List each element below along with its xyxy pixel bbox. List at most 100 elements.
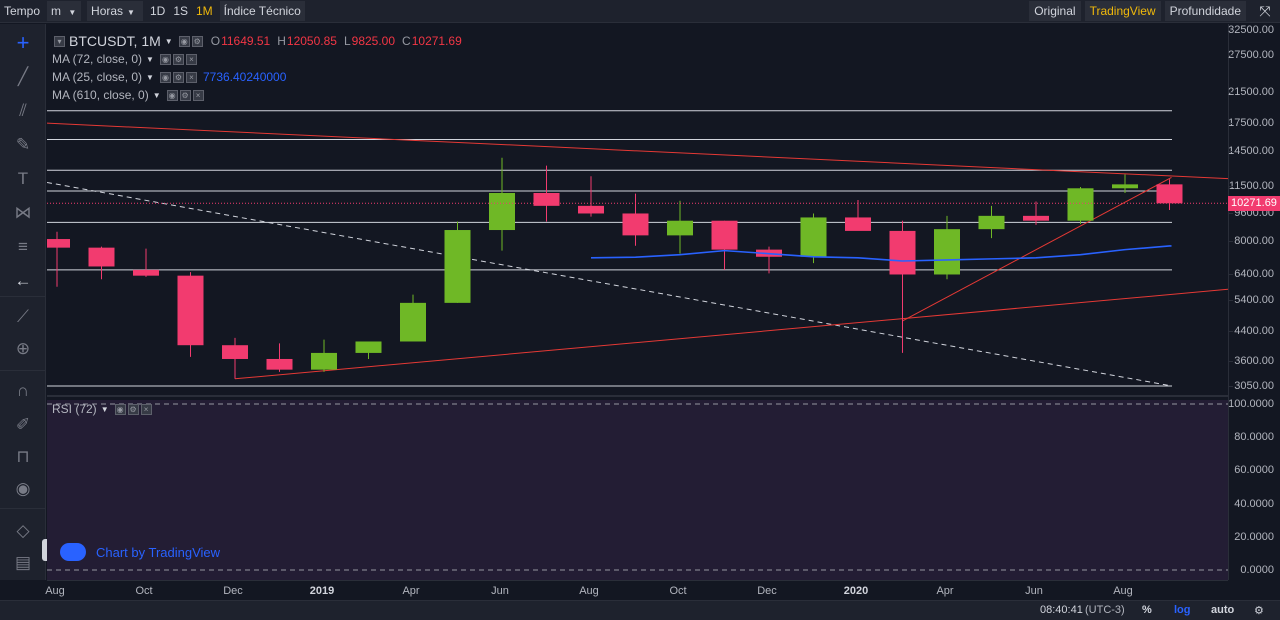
time-tick-label: Aug	[579, 585, 599, 597]
log-toggle[interactable]: log	[1174, 604, 1191, 616]
rsi-tick-label: 40.0000	[1234, 497, 1274, 510]
candle-body	[578, 205, 604, 214]
trend-line-icon[interactable]: ╱	[17, 67, 29, 86]
toolbar-collapse-handle[interactable]	[42, 539, 50, 561]
rising-trend-line	[902, 176, 1172, 322]
ma25-visibility-icon[interactable]: ◉	[159, 71, 171, 83]
ma25-settings-icon[interactable]: ⚙	[172, 71, 184, 83]
candle-body	[444, 230, 471, 303]
price-tick-mark	[1229, 386, 1233, 387]
price-tick-label: 11500.00	[1228, 180, 1274, 193]
candle-body	[889, 230, 916, 275]
lock-drawing-icon[interactable]: ✐	[15, 415, 31, 434]
interval-1m[interactable]: 1M	[196, 4, 213, 18]
collapse-icon[interactable]: ▾	[54, 35, 65, 47]
crosshair-icon[interactable]: +	[16, 30, 30, 55]
price-tick-mark	[1229, 274, 1233, 276]
candle-body	[533, 192, 560, 206]
chart-pane[interactable]	[47, 24, 1228, 580]
ma72-legend: MA (72, close, 0) ▼ ◉ ⚙ ×	[52, 52, 197, 66]
lock-icon[interactable]: ⊓	[16, 447, 30, 466]
ma25-label[interactable]: MA (25, close, 0)	[52, 70, 143, 84]
rsi-settings-icon[interactable]: ⚙	[127, 403, 139, 415]
ma72-label[interactable]: MA (72, close, 0)	[52, 52, 143, 66]
price-scale[interactable]: 32500.00 27500.00 21500.00 17500.00 14500.00…	[1228, 24, 1280, 580]
pattern-icon[interactable]: ⋈	[14, 203, 32, 222]
candle-body	[222, 345, 248, 359]
price-tick-label: 17500.00	[1228, 117, 1274, 130]
interval-1d[interactable]: 1D	[149, 4, 166, 18]
bottom-bar: 08:40:41 (UTC-3) % log auto ⚙	[0, 600, 1280, 620]
resistance-trend-line	[47, 122, 1228, 180]
ma610-visibility-icon[interactable]: ◉	[166, 89, 178, 101]
ma610-legend: MA (610, close, 0) ▼ ◉ ⚙ ×	[52, 88, 204, 102]
candle-body	[978, 215, 1005, 230]
symbol-legend: ▾ BTCUSDT, 1M ▼ ◉ ⚙ O 11649.51 H 12050.85 …	[52, 33, 469, 49]
brush-icon[interactable]: ✎	[15, 135, 31, 154]
price-tick-label: 3600.00	[1234, 355, 1274, 368]
view-depth-tab[interactable]: Profundidade	[1164, 1, 1246, 21]
ruler-icon[interactable]: ⟋	[17, 307, 29, 326]
ma610-label[interactable]: MA (610, close, 0)	[52, 88, 149, 102]
eye-icon[interactable]: ◉	[15, 479, 31, 498]
percent-toggle[interactable]: %	[1142, 604, 1152, 616]
rsi-visibility-icon[interactable]: ◉	[114, 403, 126, 415]
view-original-tab[interactable]: Original	[1029, 1, 1081, 21]
price-tick-mark	[1229, 240, 1233, 242]
fib-icon[interactable]: ≡	[18, 237, 28, 256]
candle-body	[47, 239, 70, 248]
rsi-label[interactable]: RSI (72)	[52, 402, 97, 416]
hours-select[interactable]: Horas ▼	[87, 1, 143, 21]
tradingview-watermark[interactable]: Chart by TradingView	[60, 543, 220, 561]
candle-body	[1156, 184, 1183, 204]
time-tick-label: Aug	[1113, 585, 1133, 597]
back-arrow-icon[interactable]: ←	[14, 271, 32, 290]
price-tick-label: 3050.00	[1234, 380, 1274, 392]
price-tick-mark	[1229, 300, 1233, 302]
ma25-close-icon[interactable]: ×	[185, 71, 197, 83]
ma25-value: 7736.40240000	[202, 70, 287, 84]
candle-body	[1112, 184, 1138, 189]
price-tick-label: 5400.00	[1234, 294, 1274, 307]
time-tick-label: Jun	[1025, 585, 1043, 597]
price-tick-mark	[1229, 92, 1233, 94]
technical-index-button[interactable]: Índice Técnico	[219, 1, 305, 21]
ma610-settings-icon[interactable]: ⚙	[179, 89, 191, 101]
support-trend-line	[234, 288, 1228, 380]
drawing-toolbar: + ╱ ⫽ ✎ T ⋈ ≡ ← ⟋ ⊕ ∩ ✐ ⊓ ◉ ◇ ▤	[0, 24, 46, 580]
settings-gear-icon[interactable]: ⚙	[1254, 605, 1264, 617]
interval-select[interactable]: m ▼	[47, 1, 82, 21]
ma72-settings-icon[interactable]: ⚙	[172, 53, 184, 65]
magnet-icon[interactable]: ∩	[16, 381, 30, 400]
rsi-tick-label: 20.0000	[1234, 530, 1274, 543]
price-tick-label: 27500.00	[1228, 49, 1274, 62]
candle-body	[88, 247, 115, 267]
interval-1s[interactable]: 1S	[173, 4, 188, 18]
pitchfork-icon[interactable]: ⫽	[19, 101, 27, 120]
ma72-close-icon[interactable]: ×	[185, 53, 197, 65]
time-scale[interactable]: Aug Oct Dec 2019 Apr Jun Aug Oct Dec 2020 Apr Jun Au…	[45, 580, 1228, 600]
symbol-title[interactable]: BTCUSDT, 1M	[69, 33, 161, 49]
close-value: 10271.69	[411, 34, 462, 48]
settings-icon[interactable]: ⚙	[191, 35, 203, 47]
timezone[interactable]: (UTC-3)	[1085, 604, 1125, 616]
fullscreen-icon[interactable]: ⤧	[1259, 3, 1271, 19]
candle-body	[1023, 215, 1049, 221]
layers-icon[interactable]: ◇	[16, 521, 30, 540]
text-icon[interactable]: T	[17, 169, 29, 188]
visibility-icon[interactable]: ◉	[178, 35, 190, 47]
rsi-close-icon[interactable]: ×	[140, 403, 152, 415]
time-tick-label: Apr	[936, 585, 954, 597]
price-tick-label: 32500.00	[1228, 24, 1274, 36]
ma72-visibility-icon[interactable]: ◉	[159, 53, 171, 65]
ma25-legend: MA (25, close, 0) ▼ ◉ ⚙ × 7736.40240000	[52, 70, 287, 84]
candle-body	[1067, 188, 1094, 221]
price-tick-mark	[1229, 30, 1233, 31]
trash-icon[interactable]: ▤	[14, 553, 32, 572]
ma610-close-icon[interactable]: ×	[192, 89, 204, 101]
view-tradingview-tab[interactable]: TradingView	[1084, 1, 1161, 21]
auto-toggle[interactable]: auto	[1211, 604, 1235, 616]
tempo-label: Tempo	[4, 4, 41, 18]
zoom-icon[interactable]: ⊕	[15, 339, 31, 358]
